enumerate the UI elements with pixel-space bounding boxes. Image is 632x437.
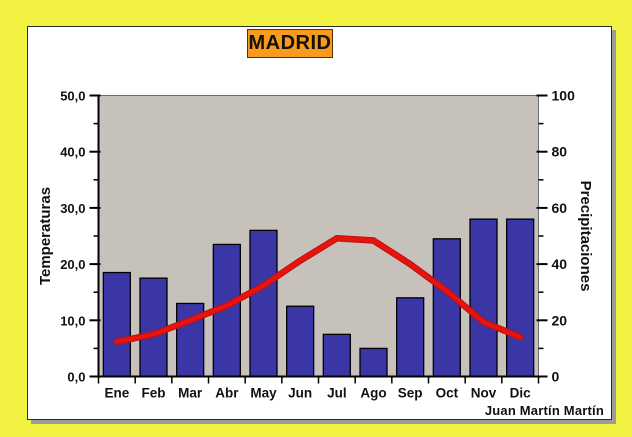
bar-feb xyxy=(139,277,168,378)
left-axis-tick-label: 50,0 xyxy=(60,89,85,104)
bar-may xyxy=(249,229,278,378)
temperature-line xyxy=(114,235,523,344)
right-axis-tick-label: 100 xyxy=(552,88,576,104)
x-axis-label-dic: Dic xyxy=(510,386,532,401)
bar-dic xyxy=(506,218,535,378)
x-axis-label-mar: Mar xyxy=(178,386,203,401)
left-axis-tick-label: 40,0 xyxy=(60,145,85,160)
left-axis-tick-label: 0,0 xyxy=(67,370,85,385)
chart-title: MADRID xyxy=(247,29,333,58)
x-axis-label-ago: Ago xyxy=(360,386,386,401)
right-axis-tick-label: 0 xyxy=(552,369,560,385)
left-axis-tick-label: 30,0 xyxy=(60,201,85,216)
bar-sep xyxy=(396,297,425,378)
bar-jun xyxy=(286,305,315,378)
author-signature: Juan Martín Martín xyxy=(484,403,604,418)
x-axis-label-jul: Jul xyxy=(327,386,347,401)
x-axis-label-sep: Sep xyxy=(398,386,423,401)
bar-ago xyxy=(359,347,388,378)
bar-jul xyxy=(322,333,351,378)
chart-panel: 0,0 10,0 20,0 30,0 40,0 50,0 0 20 40 60 80 100 Ene Fe… xyxy=(27,26,612,420)
left-axis-tick-label: 10,0 xyxy=(60,313,85,328)
right-axis-tick-label: 20 xyxy=(552,312,568,328)
left-axis-title: Temperaturas xyxy=(37,187,54,285)
bar-ene xyxy=(102,271,131,378)
climate-chart: 0,0 10,0 20,0 30,0 40,0 50,0 0 20 40 60 80 100 Ene Fe… xyxy=(37,88,594,401)
x-axis-label-nov: Nov xyxy=(471,386,497,401)
x-axis-label-ene: Ene xyxy=(104,386,129,401)
bar-nov xyxy=(469,218,498,378)
x-axis-label-jun: Jun xyxy=(288,386,312,401)
right-axis-tick-label: 80 xyxy=(552,144,568,160)
right-axis-tick-label: 40 xyxy=(552,256,568,272)
x-axis-label-abr: Abr xyxy=(215,386,239,401)
left-axis-tick-label: 20,0 xyxy=(60,257,85,272)
x-axis-label-feb: Feb xyxy=(141,386,165,401)
x-axis-label-oct: Oct xyxy=(436,386,459,401)
right-axis-tick-label: 60 xyxy=(552,200,568,216)
bar-oct xyxy=(432,238,461,378)
right-axis-title: Precipitaciones xyxy=(577,181,594,292)
x-axis-label-may: May xyxy=(250,386,277,401)
